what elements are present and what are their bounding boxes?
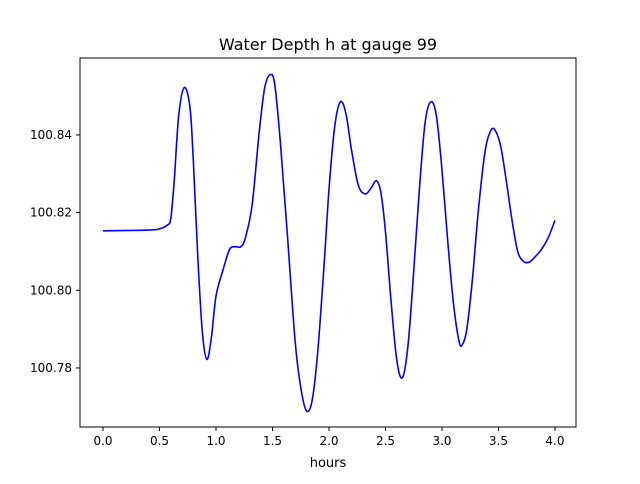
x-tick-label: 1.5 (263, 434, 282, 448)
x-axis-label: hours (310, 456, 347, 471)
x-tick-label: 3.5 (489, 434, 508, 448)
x-tick-label: 1.0 (206, 434, 225, 448)
x-tick-label: 2.0 (319, 434, 338, 448)
x-tick-label: 0.0 (93, 434, 112, 448)
x-tick-label: 2.5 (376, 434, 395, 448)
x-tick-label: 4.0 (545, 434, 564, 448)
y-tick-label: 100.84 (30, 128, 72, 142)
series-line-h (102, 73, 556, 413)
x-tick-label: 3.0 (432, 434, 451, 448)
y-tick-label: 100.78 (30, 361, 72, 375)
y-tick-label: 100.80 (30, 283, 72, 297)
axes-frame (79, 57, 577, 428)
chart-title: Water Depth h at gauge 99 (219, 35, 437, 54)
x-tick-label: 0.5 (150, 434, 169, 448)
y-tick-label: 100.82 (30, 206, 72, 220)
